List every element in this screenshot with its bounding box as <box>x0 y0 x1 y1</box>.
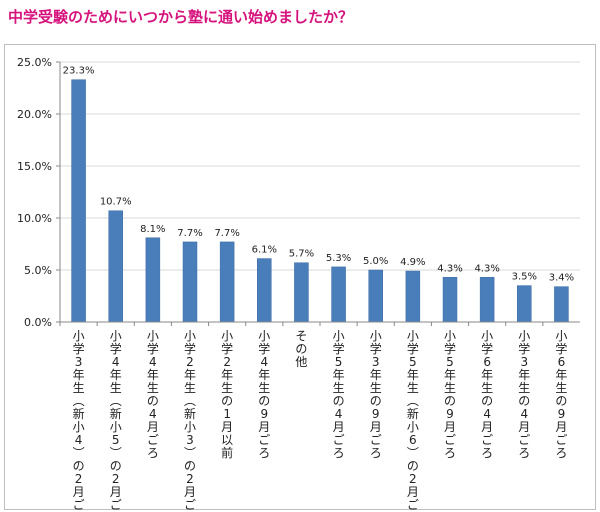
bar <box>331 266 346 323</box>
data-label: 4.3% <box>474 263 499 274</box>
category-label: 小学 5 年生の 4 月ごろ <box>333 329 345 460</box>
y-tick-label: 5.0% <box>24 264 52 277</box>
bar <box>108 210 123 323</box>
page-title: 中学受験のためにいつから塾に通い始めましたか？ <box>8 8 354 26</box>
category-label: 小学 4 年生の 4 月ごろ <box>147 329 159 460</box>
y-tick-label: 0.0% <box>24 316 52 329</box>
bar <box>294 262 309 323</box>
bar <box>479 277 495 323</box>
y-tick-label: 20.0% <box>17 108 52 121</box>
bar <box>145 237 161 323</box>
data-label: 5.3% <box>326 253 351 264</box>
data-label: 3.4% <box>549 273 574 284</box>
data-label: 6.1% <box>252 245 277 256</box>
bars <box>71 79 569 323</box>
bar <box>182 241 198 323</box>
category-label: 小学 4 年生の 9 月ごろ <box>258 329 270 460</box>
data-label: 5.7% <box>289 249 314 260</box>
bar <box>442 277 458 323</box>
y-tick-label: 10.0% <box>17 212 52 225</box>
data-label: 3.5% <box>512 272 537 283</box>
category-label: 小学 3 年生の 9 月ごろ <box>370 329 382 460</box>
y-tick-labels: 0.0% 5.0% 10.0% 15.0% 20.0% 25.0% <box>17 56 52 329</box>
data-label: 7.7% <box>177 228 202 239</box>
bar <box>71 79 86 323</box>
y-tick-label: 25.0% <box>17 56 52 69</box>
bar <box>368 269 383 323</box>
category-label: 小学 6 年生の 9 月ごろ <box>555 329 567 460</box>
bar <box>219 241 235 323</box>
bar <box>554 286 569 323</box>
category-label: 小学 3 年生の 4 月ごろ <box>518 329 530 460</box>
category-label: 小学 5 年生の 9 月ごろ <box>444 329 456 460</box>
category-label: その他 <box>295 329 307 369</box>
data-label: 5.0% <box>363 256 388 267</box>
data-label: 7.7% <box>214 228 239 239</box>
category-label: 小学 6 年生の 4 月ごろ <box>481 329 493 460</box>
data-label: 10.7% <box>100 197 132 208</box>
data-label: 8.1% <box>140 224 165 235</box>
data-label: 4.9% <box>400 257 425 268</box>
data-label: 4.3% <box>437 263 462 274</box>
data-labels: 23.3% 10.7% 8.1% 7.7% 7.7% 6.1% 5.7% 5.3% 5.0% 4.… <box>63 66 574 284</box>
bar <box>405 270 421 323</box>
y-tick-label: 15.0% <box>17 160 52 173</box>
data-label: 23.3% <box>63 66 95 77</box>
bar <box>517 285 532 323</box>
grid-lines <box>56 61 580 323</box>
category-label: 小学 2 年生の 1 月以前 <box>221 329 233 460</box>
bar <box>257 258 272 323</box>
axes <box>59 62 580 326</box>
